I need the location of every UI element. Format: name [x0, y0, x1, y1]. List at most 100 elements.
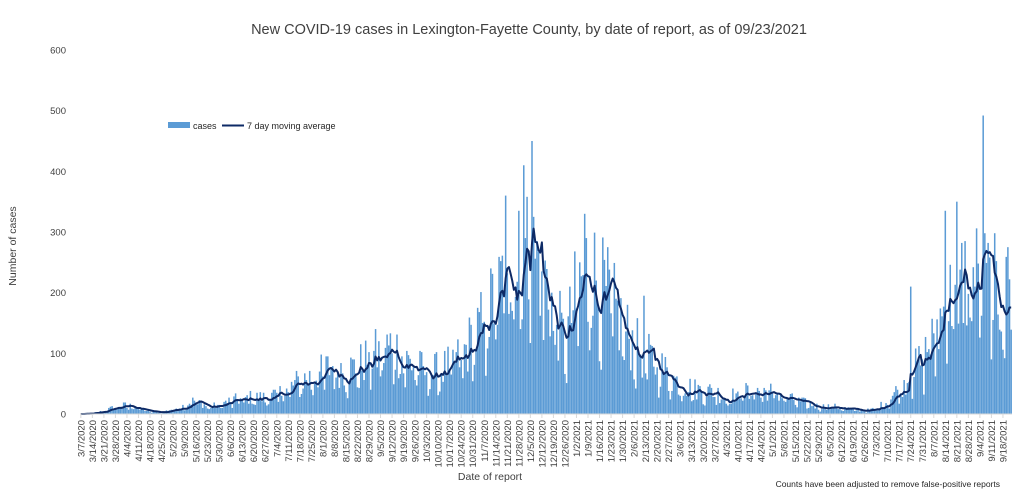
y-tick-label: 600 [50, 46, 66, 57]
case-bar [799, 401, 802, 414]
case-bar [636, 318, 639, 414]
x-tick-label: 12/5/2020 [526, 420, 537, 462]
case-bar [804, 398, 807, 414]
case-bar [467, 371, 469, 414]
x-tick-label: 9/11/2021 [987, 420, 998, 462]
x-tick-label: 6/20/2020 [249, 420, 260, 462]
x-tick-label: 11/28/2020 [514, 420, 525, 467]
x-tick-label: 2/27/2021 [664, 420, 675, 462]
case-bar [187, 405, 189, 414]
x-tick-label: 11/21/2020 [503, 420, 514, 467]
case-bar [679, 395, 681, 414]
case-bar [1007, 247, 1009, 414]
case-bar [526, 196, 528, 414]
case-bar [131, 408, 133, 414]
case-bar [333, 389, 336, 414]
legend-label-moving-average: 7 day moving average [247, 121, 336, 131]
case-bar [256, 392, 258, 414]
x-tick-label: 6/6/2020 [226, 420, 237, 457]
x-tick-label: 11/14/2020 [491, 420, 502, 467]
case-bar [811, 406, 813, 414]
x-tick-label: 3/6/2021 [676, 420, 687, 457]
x-axis-label: Date of report [458, 471, 522, 483]
x-tick-label: 8/21/2021 [952, 420, 963, 462]
case-bar [539, 315, 541, 414]
x-tick-label: 5/30/2020 [215, 420, 226, 462]
case-bar [822, 404, 825, 414]
case-bar [529, 343, 532, 414]
case-bar [814, 408, 816, 414]
case-bar [341, 373, 344, 414]
case-bar [427, 395, 430, 414]
case-bar [977, 263, 980, 414]
case-bar [417, 375, 420, 414]
case-bar [909, 286, 912, 414]
case-bar [542, 339, 545, 414]
case-bar [824, 408, 826, 414]
case-bar [297, 376, 299, 414]
case-bar [544, 260, 546, 414]
case-bar [272, 389, 275, 414]
case-bar [628, 338, 630, 414]
case-bar [119, 407, 122, 414]
case-bar [373, 350, 375, 414]
case-bar [481, 323, 484, 414]
case-bar [592, 315, 594, 414]
case-bar [374, 329, 377, 414]
x-tick-label: 2/13/2021 [641, 420, 652, 462]
case-bar [254, 404, 257, 414]
case-bar [386, 334, 388, 414]
case-bar [488, 336, 490, 414]
case-bar [979, 337, 981, 414]
case-bar [793, 400, 795, 414]
case-bar [420, 352, 423, 414]
case-bar [1010, 329, 1012, 414]
case-bar [425, 372, 428, 414]
case-bar [327, 356, 329, 414]
case-bar [244, 397, 247, 414]
case-bar [328, 375, 331, 414]
case-bar [723, 399, 726, 414]
case-bar [455, 352, 458, 414]
case-bar [639, 354, 642, 414]
x-tick-label: 1/16/2021 [595, 420, 606, 462]
case-bar [282, 401, 285, 414]
case-bar [577, 346, 579, 414]
case-bar [465, 344, 467, 414]
case-bar [228, 397, 230, 414]
case-bar [280, 395, 283, 414]
case-bar [830, 408, 833, 414]
case-bar [919, 365, 922, 414]
case-bar [215, 407, 217, 414]
case-bar [990, 359, 993, 414]
case-bar [959, 269, 961, 414]
case-bar [546, 269, 548, 414]
case-bar [970, 321, 973, 414]
case-bar [470, 324, 472, 414]
case-bar [603, 259, 606, 414]
x-tick-label: 10/31/2020 [468, 420, 479, 468]
case-bar [821, 409, 823, 414]
x-tick-label: 2/6/2021 [630, 420, 641, 457]
case-bar [157, 412, 159, 414]
case-bar [616, 300, 619, 414]
case-bar [664, 356, 667, 414]
case-bar [786, 397, 788, 414]
case-bar [315, 380, 318, 414]
case-bar [226, 403, 229, 414]
case-bar [198, 400, 201, 414]
case-bar [471, 381, 474, 414]
case-bar [308, 370, 311, 414]
case-bar [611, 336, 614, 414]
x-tick-label: 5/9/2020 [180, 420, 191, 457]
x-tick-label: 1/9/2021 [583, 420, 594, 457]
case-bar [406, 350, 408, 414]
case-bar [521, 319, 523, 414]
case-bar [196, 404, 199, 414]
case-bar [499, 261, 502, 414]
case-bar [911, 398, 914, 414]
case-bar [394, 369, 397, 414]
case-bar [972, 267, 975, 414]
case-bar [137, 409, 140, 414]
case-bar [478, 312, 481, 414]
